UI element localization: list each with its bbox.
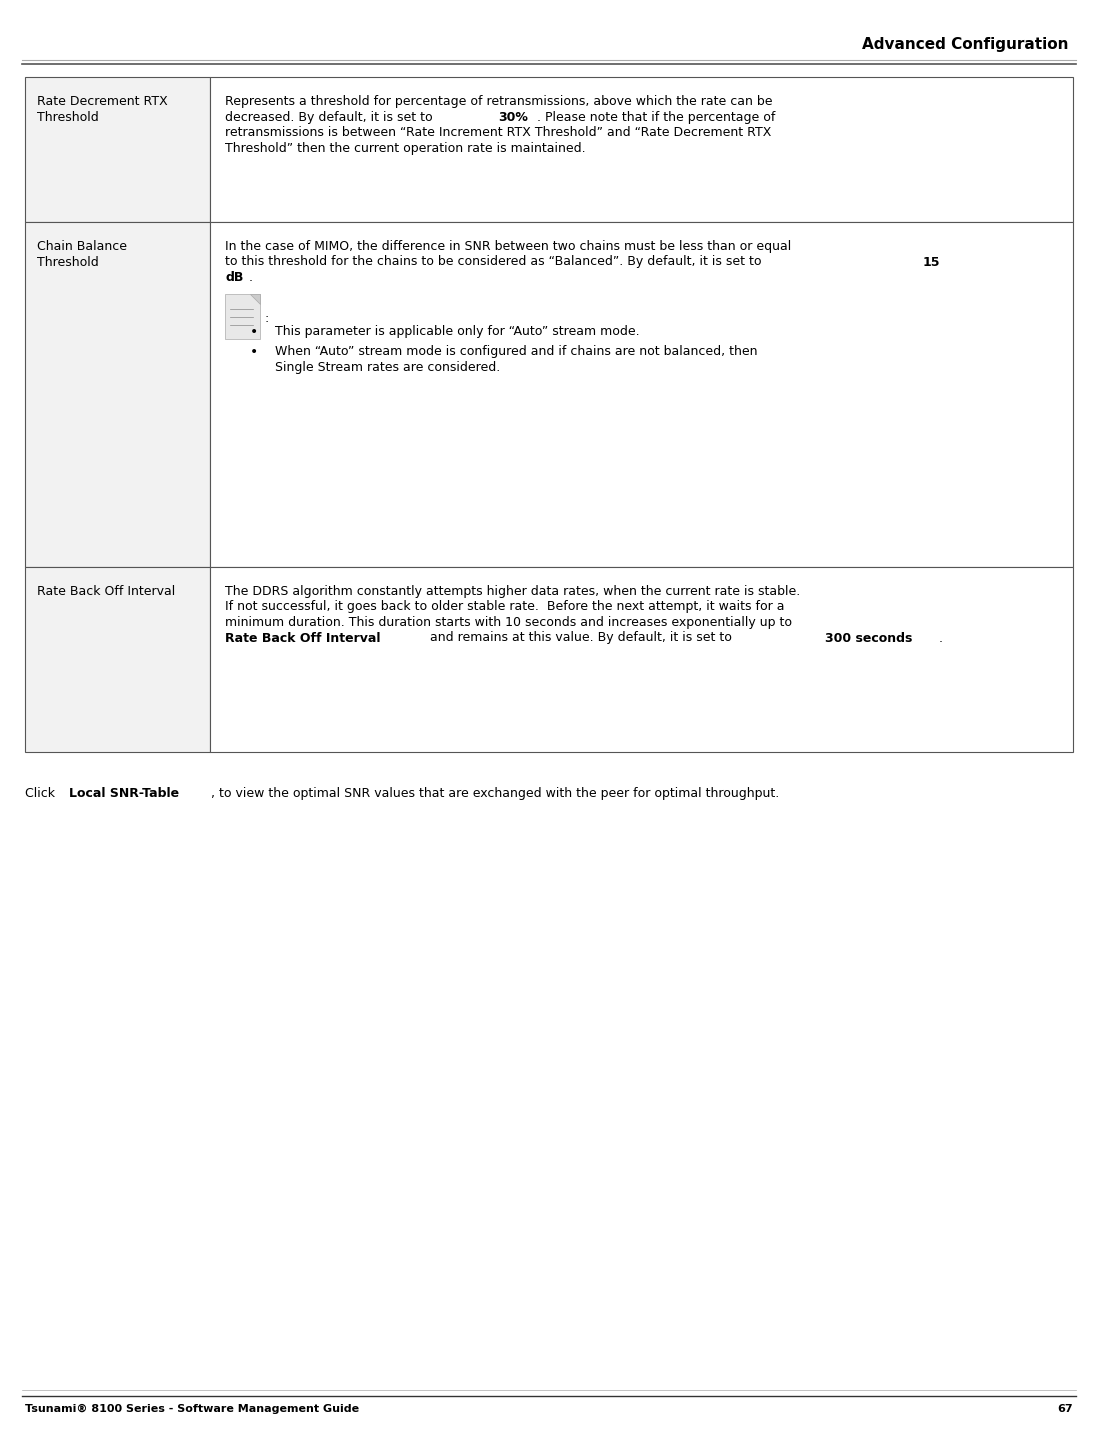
Text: Tsunami® 8100 Series - Software Management Guide: Tsunami® 8100 Series - Software Manageme…: [25, 1403, 359, 1413]
Bar: [225, 294, 260, 339]
Text: The DDRS algorithm constantly attempts higher data rates, when the current rate : The DDRS algorithm constantly attempts h…: [225, 586, 800, 599]
Text: Click: Click: [25, 788, 59, 800]
Bar: [25, 77, 210, 222]
Text: .: .: [249, 271, 253, 284]
Bar: [25, 567, 210, 752]
Bar: [25, 222, 210, 567]
Text: •: •: [250, 345, 258, 359]
Text: 30%: 30%: [498, 110, 528, 123]
Text: Rate Back Off Interval: Rate Back Off Interval: [37, 586, 176, 599]
Bar: [210, 222, 1073, 567]
Text: Local SNR-Table: Local SNR-Table: [69, 788, 179, 800]
Text: Rate Decrement RTX: Rate Decrement RTX: [37, 95, 168, 107]
Text: When “Auto” stream mode is configured and if chains are not balanced, then: When “Auto” stream mode is configured an…: [274, 345, 758, 358]
Text: In the case of MIMO, the difference in SNR between two chains must be less than : In the case of MIMO, the difference in S…: [225, 241, 792, 253]
Text: dB: dB: [225, 271, 244, 284]
Polygon shape: [250, 294, 260, 304]
Text: and remains at this value. By default, it is set to: and remains at this value. By default, i…: [426, 632, 736, 644]
Text: Rate Back Off Interval: Rate Back Off Interval: [225, 632, 381, 644]
Text: .: .: [938, 632, 942, 644]
Text: Threshold” then the current operation rate is maintained.: Threshold” then the current operation ra…: [225, 142, 585, 155]
Text: , to view the optimal SNR values that are exchanged with the peer for optimal th: , to view the optimal SNR values that ar…: [211, 788, 780, 800]
Bar: [210, 77, 1073, 222]
Text: Single Stream rates are considered.: Single Stream rates are considered.: [274, 361, 501, 374]
Bar: [210, 567, 1073, 752]
Text: :: :: [265, 312, 269, 325]
Text: •: •: [250, 325, 258, 339]
Text: retransmissions is between “Rate Increment RTX Threshold” and “Rate Decrement RT: retransmissions is between “Rate Increme…: [225, 126, 772, 139]
Text: 15: 15: [922, 255, 940, 269]
Text: decreased. By default, it is set to: decreased. By default, it is set to: [225, 110, 437, 123]
Text: . Please note that if the percentage of: . Please note that if the percentage of: [537, 110, 775, 123]
Text: minimum duration. This duration starts with 10 seconds and increases exponential: minimum duration. This duration starts w…: [225, 616, 792, 629]
Text: 300 seconds: 300 seconds: [826, 632, 912, 644]
Text: If not successful, it goes back to older stable rate.  Before the next attempt, : If not successful, it goes back to older…: [225, 600, 784, 613]
Text: Advanced Configuration: Advanced Configuration: [862, 37, 1068, 52]
Text: Represents a threshold for percentage of retransmissions, above which the rate c: Represents a threshold for percentage of…: [225, 95, 773, 107]
Text: Chain Balance: Chain Balance: [37, 241, 127, 253]
Text: to this threshold for the chains to be considered as “Balanced”. By default, it : to this threshold for the chains to be c…: [225, 255, 765, 269]
Text: This parameter is applicable only for “Auto” stream mode.: This parameter is applicable only for “A…: [274, 325, 640, 338]
Text: 67: 67: [1057, 1403, 1073, 1413]
Text: Threshold: Threshold: [37, 110, 99, 123]
Text: Threshold: Threshold: [37, 255, 99, 269]
